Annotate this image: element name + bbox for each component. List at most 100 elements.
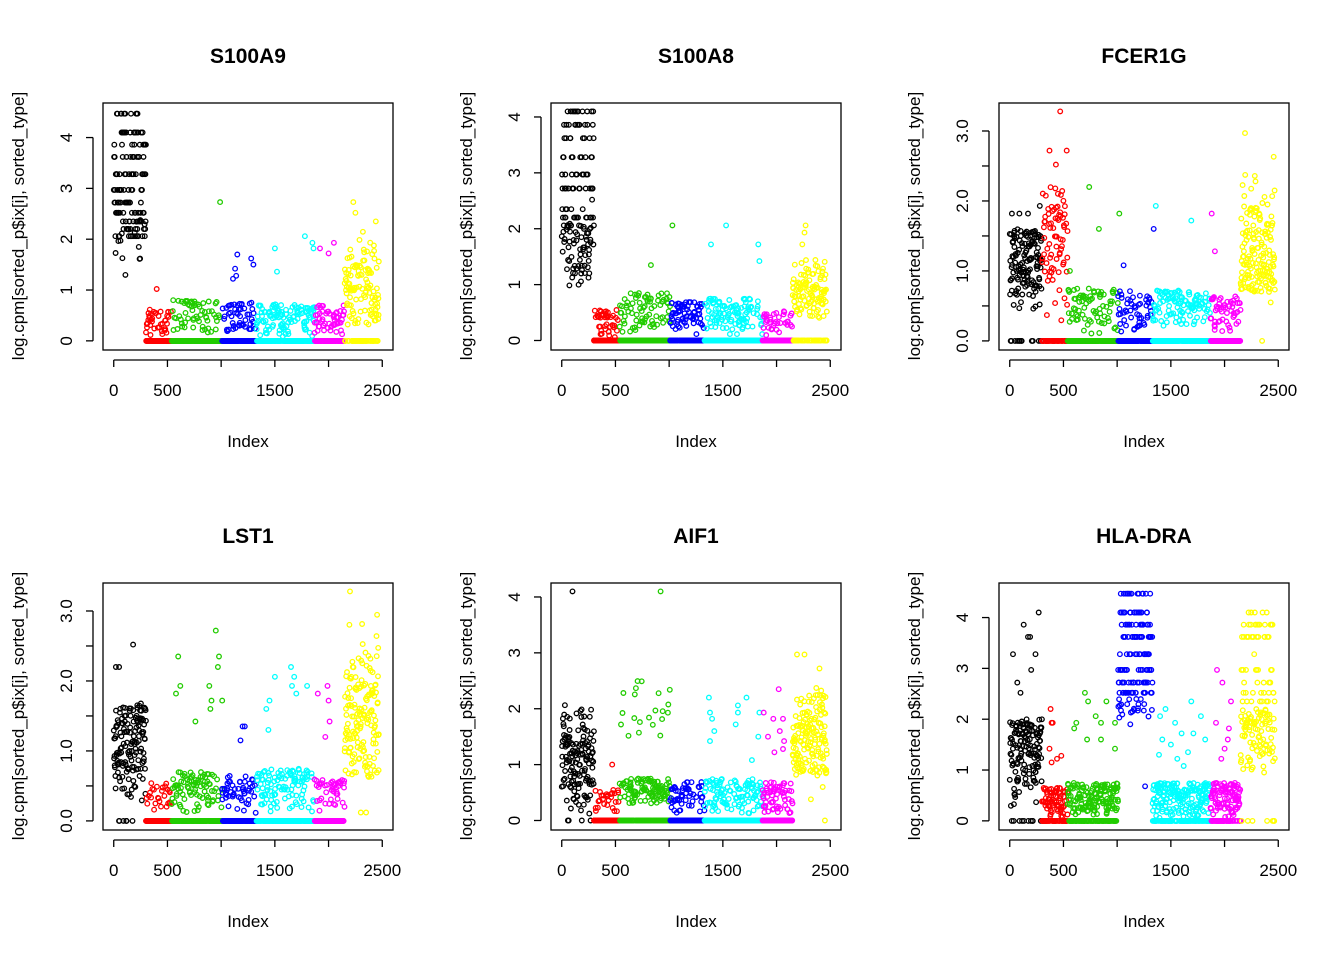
data-point xyxy=(204,317,211,324)
data-point xyxy=(374,300,381,307)
data-point xyxy=(212,326,219,333)
outlier-point xyxy=(372,218,379,225)
data-point xyxy=(139,233,146,240)
data-point xyxy=(175,297,182,304)
outlier-point xyxy=(330,239,337,246)
data-point xyxy=(205,308,212,315)
data-point xyxy=(229,320,236,326)
y-axis-label: log.cpm[sorted_p$ix[i], sorted_type] xyxy=(905,92,924,360)
outlier-point xyxy=(309,239,316,246)
y-tick-label: 3 xyxy=(57,184,76,193)
data-point xyxy=(278,302,285,309)
data-point xyxy=(221,313,228,320)
x-tick-label: 2500 xyxy=(1259,381,1297,400)
data-point xyxy=(117,237,124,244)
data-point xyxy=(373,285,380,292)
data-point xyxy=(375,291,381,298)
data-point xyxy=(112,199,119,206)
data-point xyxy=(119,141,125,148)
data-point xyxy=(347,294,353,301)
data-point xyxy=(374,337,381,344)
data-point xyxy=(342,337,349,344)
data-point xyxy=(182,319,189,326)
data-point xyxy=(141,233,148,240)
data-point xyxy=(132,171,139,178)
outlier-point xyxy=(230,275,236,282)
data-point xyxy=(139,186,145,193)
data-point xyxy=(573,237,580,244)
data-point xyxy=(219,305,226,312)
outlier-point xyxy=(250,261,257,268)
data-point xyxy=(228,301,235,308)
y-tick-label: 1 xyxy=(505,280,524,289)
y-axis-label: log.cpm[sorted_p$ix[i], sorted_type] xyxy=(9,92,28,360)
data-point xyxy=(208,328,215,335)
data-point xyxy=(127,199,133,206)
data-point xyxy=(257,332,264,339)
data-point xyxy=(116,209,123,216)
data-point xyxy=(196,318,202,325)
data-point xyxy=(365,321,372,328)
data-point xyxy=(359,285,366,292)
panel-title: S100A8 xyxy=(658,45,734,68)
data-point xyxy=(118,186,125,193)
data-point xyxy=(199,327,206,334)
data-point xyxy=(362,289,369,296)
data-point xyxy=(570,185,577,192)
data-point xyxy=(280,314,287,321)
data-point xyxy=(288,319,295,326)
data-point xyxy=(142,218,149,225)
data-point xyxy=(114,171,121,178)
data-point xyxy=(359,228,366,235)
data-point xyxy=(242,323,248,330)
data-point xyxy=(568,253,575,260)
data-point xyxy=(374,304,381,311)
x-tick-label: 500 xyxy=(601,381,629,400)
data-point xyxy=(142,226,149,232)
data-point xyxy=(357,264,364,271)
outlier-point xyxy=(301,233,308,240)
data-point xyxy=(559,171,566,178)
data-point xyxy=(375,312,382,318)
y-tick-label: 3.0 xyxy=(953,119,972,143)
data-point xyxy=(137,209,144,216)
data-point xyxy=(566,258,573,265)
panel-title: S100A9 xyxy=(210,45,286,68)
y-tick-label: 0.0 xyxy=(953,329,972,353)
data-point xyxy=(111,153,118,160)
data-point xyxy=(130,171,137,178)
data-point xyxy=(311,304,318,311)
data-point xyxy=(337,308,344,314)
data-point xyxy=(340,312,347,319)
data-point xyxy=(358,271,365,278)
data-point xyxy=(347,302,354,309)
data-point xyxy=(368,270,375,276)
data-point xyxy=(156,324,163,331)
data-point xyxy=(361,257,368,264)
y-tick-label: 2 xyxy=(57,234,76,243)
data-point xyxy=(578,270,585,277)
data-point xyxy=(568,206,575,213)
data-point xyxy=(355,316,362,323)
x-axis-label: Index xyxy=(675,432,717,451)
y-tick-label: 1.0 xyxy=(953,259,972,283)
data-point xyxy=(137,199,144,206)
data-point xyxy=(122,271,129,278)
data-point xyxy=(250,310,257,317)
data-point xyxy=(337,319,344,326)
data-point xyxy=(134,110,141,117)
data-point xyxy=(375,258,382,265)
data-point xyxy=(344,321,351,328)
data-point xyxy=(119,153,126,160)
data-point xyxy=(122,171,129,178)
outlier-point xyxy=(248,255,255,262)
data-point xyxy=(567,135,574,142)
data-point xyxy=(119,218,126,225)
y-tick-label: 2 xyxy=(505,224,524,233)
data-point xyxy=(573,171,580,178)
data-point xyxy=(232,306,239,313)
data-point xyxy=(339,331,346,338)
data-point xyxy=(169,308,176,315)
data-point xyxy=(122,218,129,225)
data-point xyxy=(129,141,136,148)
